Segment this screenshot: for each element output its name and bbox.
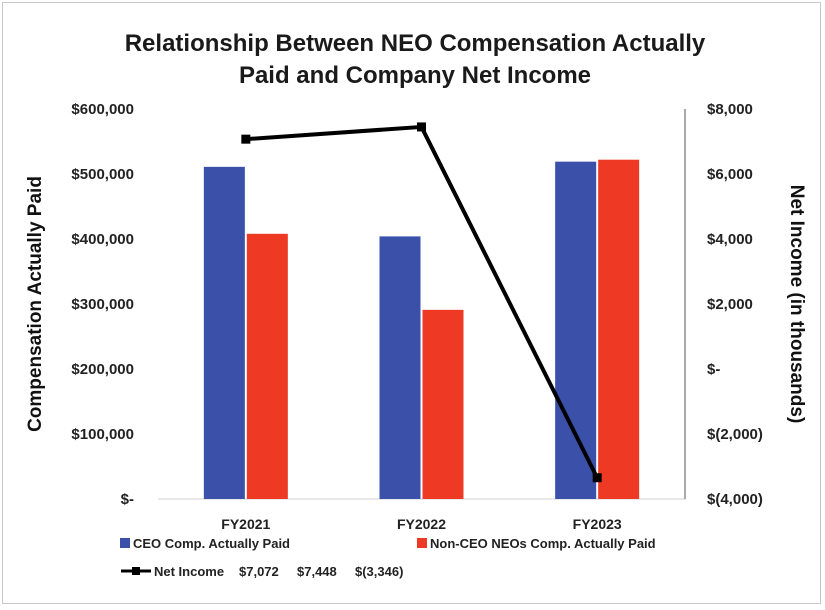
right-tick-label: $2,000 (707, 296, 753, 313)
net-income-marker-fy2023 (592, 473, 602, 483)
net-income-marker-fy2022 (417, 122, 426, 132)
chart-title-line-1: Relationship Between NEO Compensation Ac… (125, 30, 706, 57)
right-tick-label: $6,000 (707, 166, 753, 183)
legend: CEO Comp. Actually Paid Non-CEO NEOs Com… (120, 536, 656, 579)
net-income-line (245, 124, 599, 479)
left-tick-label: $- (121, 491, 134, 508)
category-label: FY2022 (397, 516, 446, 532)
right-tick-label: $(4,000) (707, 491, 763, 508)
legend-marker-net-income (132, 567, 140, 575)
right-tick-label: $8,000 (707, 101, 753, 118)
right-axis-ticks: $(4,000) $(2,000) $- $2,000 $4,000 $6,000 $8,0… (707, 101, 763, 508)
bar-non-ceo-fy2022 (422, 309, 464, 499)
net-income-marker-fy2021 (241, 134, 251, 144)
left-tick-label: $400,000 (71, 231, 134, 248)
right-tick-label: $- (707, 361, 720, 378)
left-tick-label: $600,000 (71, 101, 134, 118)
left-tick-label: $200,000 (71, 361, 134, 378)
category-label: FY2023 (573, 516, 622, 532)
chart-frame: Relationship Between NEO Compensation Ac… (2, 2, 821, 604)
bar-ceo-fy2023 (555, 161, 597, 499)
left-tick-label: $300,000 (71, 296, 134, 313)
legend-net-income-value-fy2021: $7,072 (239, 564, 279, 579)
left-tick-label: $100,000 (71, 426, 134, 443)
bar-non-ceo-fy2023 (598, 159, 640, 499)
chart-title-line-2: Paid and Company Net Income (239, 62, 591, 89)
right-axis-title: Net Income (in thousands) (786, 185, 807, 424)
legend-net-income-value-fy2023: $(3,346) (355, 564, 403, 579)
chart: Relationship Between NEO Compensation Ac… (25, 30, 807, 579)
net-income-series (241, 122, 602, 483)
right-tick-label: $(2,000) (707, 426, 763, 443)
bar-non-ceo-fy2021 (246, 233, 288, 500)
left-axis-ticks: $- $100,000 $200,000 $300,000 $400,000 $500,0… (71, 101, 134, 508)
legend-swatch-ceo (120, 538, 130, 548)
legend-net-income-value-fy2022: $7,448 (297, 564, 337, 579)
left-tick-label: $500,000 (71, 166, 134, 183)
legend-swatch-non-ceo (417, 538, 427, 548)
legend-label-ceo: CEO Comp. Actually Paid (133, 536, 290, 551)
right-tick-label: $4,000 (707, 231, 753, 248)
category-label: FY2021 (221, 516, 270, 532)
bar-ceo-fy2022 (379, 236, 421, 499)
bar-ceo-fy2021 (203, 166, 245, 499)
left-axis-title: Compensation Actually Paid (25, 176, 46, 432)
legend-label-net-income: Net Income (154, 564, 224, 579)
bars (203, 159, 640, 500)
legend-label-non-ceo: Non-CEO NEOs Comp. Actually Paid (430, 536, 656, 551)
category-labels: FY2021 FY2022 FY2023 (221, 516, 622, 532)
